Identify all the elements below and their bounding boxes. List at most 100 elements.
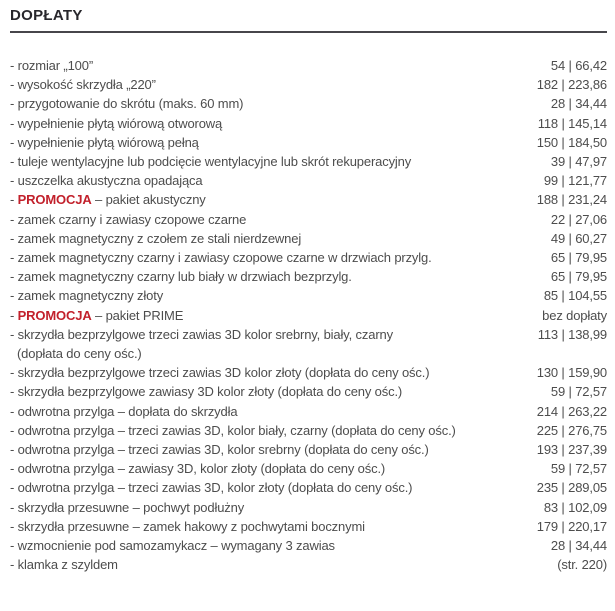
row-bullet: -	[10, 538, 18, 554]
row-bullet: -	[10, 557, 18, 573]
row-bullet: -	[10, 211, 18, 227]
row-bullet: -	[10, 384, 18, 400]
row-price: 83 | 102,09	[543, 499, 607, 515]
row-bullet: -	[10, 173, 18, 189]
row-label-text: zamek magnetyczny czarny i zawiasy czopo…	[17, 250, 432, 266]
row-label: - wypełnienie płytą wiórową otworową	[10, 114, 532, 133]
row-bullet: -	[10, 499, 18, 515]
row-price: 28 | 34,44	[550, 96, 607, 112]
row-bullet: -	[10, 307, 18, 323]
row-label: - PROMOCJA – pakiet akustyczny	[10, 190, 531, 209]
row-label: - skrzydła bezprzylgowe trzeci zawias 3D…	[10, 325, 532, 363]
table-row: - odwrotna przylga – trzeci zawias 3D, k…	[10, 421, 607, 440]
row-label-text: – pakiet akustyczny	[91, 192, 206, 208]
table-row: - odwrotna przylga – trzeci zawias 3D, k…	[10, 478, 607, 497]
row-label: - rozmiar „100”	[10, 56, 545, 75]
row-bullet: -	[10, 480, 18, 496]
row-price: 118 | 145,14	[537, 115, 607, 131]
row-label: - wysokość skrzydła „220”	[10, 75, 531, 94]
row-label: - przygotowanie do skrótu (maks. 60 mm)	[10, 94, 545, 113]
row-price: 22 | 27,06	[550, 211, 607, 227]
row-label: - wzmocnienie pod samozamykacz – wymagan…	[10, 536, 545, 555]
row-bullet: -	[10, 422, 18, 438]
row-price: bez dopłaty	[542, 307, 607, 323]
row-label: - zamek magnetyczny z czołem ze stali ni…	[10, 229, 545, 248]
table-row: - zamek magnetyczny czarny i zawiasy czo…	[10, 248, 607, 267]
row-label-text: odwrotna przylga – zawiasy 3D, kolor zło…	[17, 461, 386, 477]
surcharge-table: - rozmiar „100” 54 | 66,42 - wysokość skrz…	[10, 56, 607, 574]
row-label-text: odwrotna przylga – trzeci zawias 3D, kol…	[17, 422, 456, 438]
row-price: 214 | 263,22	[536, 403, 607, 419]
row-label-text: – pakiet PRIME	[91, 307, 184, 323]
row-price: 235 | 289,05	[536, 480, 607, 496]
row-label-text: zamek magnetyczny z czołem ze stali nier…	[17, 230, 302, 246]
table-row: - tuleje wentylacyjne lub podcięcie went…	[10, 152, 607, 171]
table-row: - skrzydła przesuwne – zamek hakowy z po…	[10, 517, 607, 536]
table-row: - odwrotna przylga – zawiasy 3D, kolor z…	[10, 459, 607, 478]
row-bullet: -	[10, 365, 18, 381]
row-label: - odwrotna przylga – zawiasy 3D, kolor z…	[10, 459, 545, 478]
row-label-text: zamek czarny i zawiasy czopowe czarne	[17, 211, 247, 227]
row-label-text: wypełnienie płytą wiórową pełną	[17, 134, 199, 150]
row-bullet: -	[10, 192, 18, 208]
row-label: - zamek magnetyczny czarny i zawiasy czo…	[10, 248, 545, 267]
page-title: DOPŁATY	[10, 7, 83, 24]
row-bullet: -	[10, 288, 18, 304]
row-price: 39 | 47,97	[550, 154, 607, 170]
table-row: - zamek magnetyczny czarny lub biały w d…	[10, 267, 607, 286]
row-price: 28 | 34,44	[550, 538, 607, 554]
row-price: 130 | 159,90	[536, 365, 607, 381]
table-row: - uszczelka akustyczna opadająca 99 | 121…	[10, 171, 607, 190]
row-label-text: odwrotna przylga – trzeci zawias 3D, kol…	[17, 442, 429, 458]
row-bullet: -	[10, 134, 18, 150]
table-row: - przygotowanie do skrótu (maks. 60 mm) 2…	[10, 94, 607, 113]
row-price: 85 | 104,55	[543, 288, 607, 304]
row-price: 65 | 79,95	[550, 250, 607, 266]
row-price: (str. 220)	[557, 557, 607, 573]
row-label: - zamek magnetyczny złoty	[10, 286, 538, 305]
table-row: - skrzydła bezprzylgowe trzeci zawias 3D…	[10, 363, 607, 382]
row-label: - skrzydła bezprzylgowe zawiasy 3D kolor…	[10, 382, 545, 401]
row-label-text: odwrotna przylga – trzeci zawias 3D, kol…	[17, 480, 413, 496]
row-price: 179 | 220,17	[536, 518, 607, 534]
row-label-text: zamek magnetyczny złoty	[17, 288, 164, 304]
table-row: - PROMOCJA – pakiet akustyczny 188 | 231,…	[10, 190, 607, 209]
row-bullet: -	[10, 403, 18, 419]
row-label: - PROMOCJA – pakiet PRIME	[10, 306, 536, 325]
row-bullet: -	[10, 96, 18, 112]
row-price: 113 | 138,99	[537, 326, 607, 342]
row-label-text: rozmiar „100”	[17, 58, 94, 73]
row-label-text: przygotowanie do skrótu (maks. 60 mm)	[17, 96, 244, 112]
row-label: - uszczelka akustyczna opadająca	[10, 171, 538, 190]
row-price: 59 | 72,57	[550, 461, 607, 477]
row-bullet: -	[10, 230, 18, 246]
table-row: - zamek czarny i zawiasy czopowe czarne 2…	[10, 210, 607, 229]
table-row: - odwrotna przylga – trzeci zawias 3D, k…	[10, 440, 607, 459]
row-label: - klamka z szyldem	[10, 555, 551, 574]
row-label-text: skrzydła bezprzylgowe trzeci zawias 3D k…	[17, 365, 430, 381]
row-label: - zamek czarny i zawiasy czopowe czarne	[10, 210, 545, 229]
row-label: - tuleje wentylacyjne lub podcięcie went…	[10, 152, 545, 171]
row-price: 99 | 121,77	[543, 173, 607, 189]
row-label: - skrzydła bezprzylgowe trzeci zawias 3D…	[10, 363, 531, 382]
promo-highlight: PROMOCJA	[17, 192, 92, 208]
row-bullet: -	[10, 518, 18, 534]
row-bullet: -	[10, 77, 18, 93]
row-price: 65 | 79,95	[550, 269, 607, 285]
row-label-text: odwrotna przylga – dopłata do skrzydła	[17, 403, 238, 419]
row-bullet: -	[10, 442, 18, 458]
table-row: - wzmocnienie pod samozamykacz – wymagan…	[10, 536, 607, 555]
row-price: 188 | 231,24	[536, 192, 607, 208]
row-bullet: -	[10, 154, 18, 170]
title-divider	[10, 31, 607, 33]
table-row: - rozmiar „100” 54 | 66,42	[10, 56, 607, 75]
row-bullet: -	[10, 326, 18, 342]
row-label-text: wypełnienie płytą wiórową otworową	[17, 115, 223, 131]
row-label-text: skrzydła przesuwne – zamek hakowy z poch…	[17, 518, 365, 534]
row-price: 225 | 276,75	[536, 422, 607, 438]
row-price: 182 | 223,86	[536, 77, 607, 93]
row-price: 193 | 237,39	[536, 442, 607, 458]
row-bullet: -	[10, 58, 18, 73]
row-label-text: skrzydła bezprzylgowe zawiasy 3D kolor z…	[17, 384, 403, 400]
